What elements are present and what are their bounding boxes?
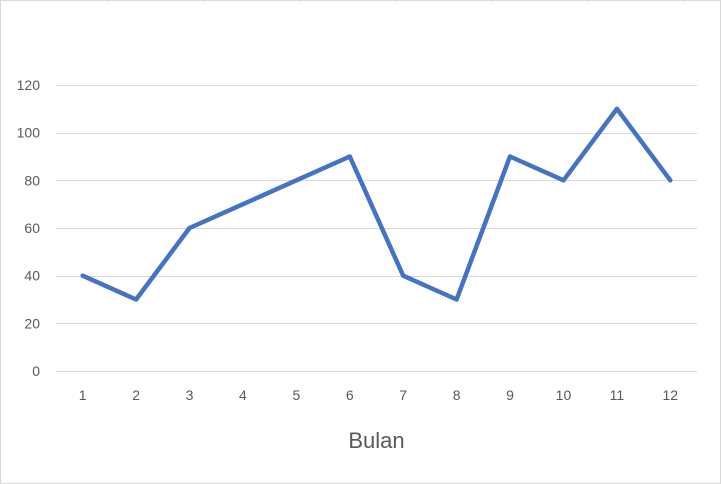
x-tick-label: 7 (399, 387, 407, 403)
x-tick-label: 1 (79, 387, 87, 403)
series-group (80, 106, 673, 302)
y-tick-label: 40 (24, 268, 40, 284)
x-tick-label: 12 (663, 387, 679, 403)
x-tick-label: 6 (346, 387, 354, 403)
x-tick-label: 2 (132, 387, 140, 403)
y-tick-label: 0 (32, 363, 40, 379)
data-point (294, 178, 299, 183)
data-point (668, 178, 673, 183)
x-tick-label: 3 (186, 387, 194, 403)
data-point (187, 226, 192, 230)
x-tick-label: 4 (239, 387, 247, 403)
x-tick-label: 11 (610, 387, 625, 403)
data-point (240, 202, 245, 207)
data-point (401, 273, 406, 278)
x-axis-title: Bulan (348, 428, 404, 453)
y-tick-label: 20 (24, 315, 40, 331)
data-point (454, 297, 459, 302)
data-point (347, 154, 352, 159)
series-line (80, 106, 673, 302)
data-point (134, 297, 139, 302)
data-point (508, 154, 513, 159)
y-tick-label: 120 (17, 77, 41, 93)
x-tick-label: 10 (556, 387, 572, 403)
data-point (561, 178, 566, 183)
y-tick-label: 80 (24, 172, 40, 188)
gridlines (56, 85, 697, 372)
y-axis-tick-labels: 0 20 40 60 80 100 120 (17, 77, 41, 379)
x-axis-tick-labels: 1 2 3 4 5 6 7 8 9 10 11 12 (79, 387, 678, 403)
y-tick-label: 60 (24, 220, 40, 236)
x-tick-label: 5 (292, 387, 300, 403)
y-tick-label: 100 (17, 125, 41, 141)
data-point (80, 273, 85, 278)
x-tick-label: 8 (453, 387, 461, 403)
data-point (614, 106, 619, 111)
x-tick-label: 9 (506, 387, 514, 403)
